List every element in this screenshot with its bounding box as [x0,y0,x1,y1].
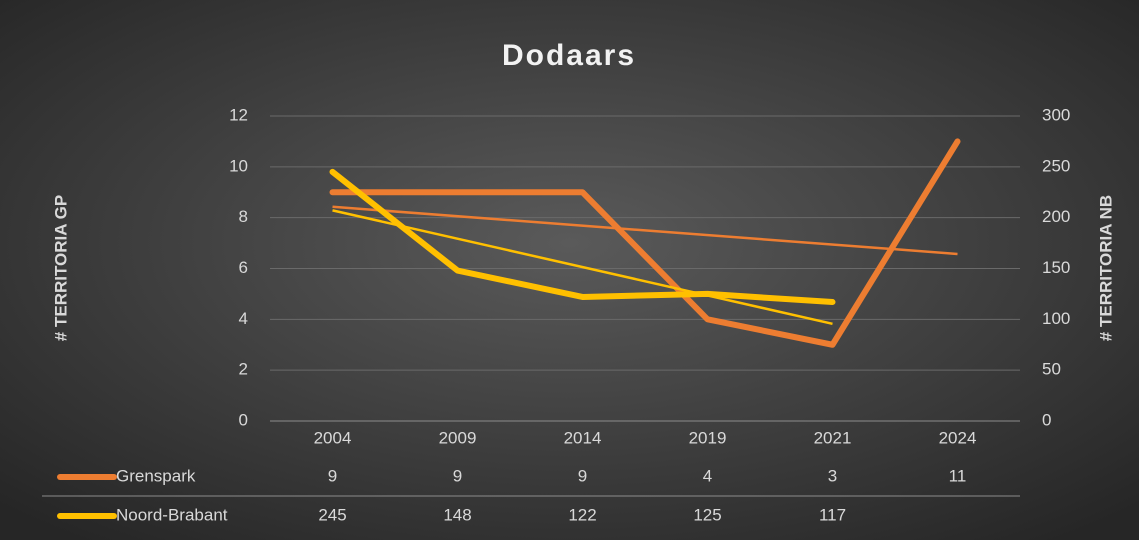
table-value: 9 [328,466,337,485]
table-value: 125 [693,505,721,524]
y2-tick-label: 100 [1042,309,1070,328]
series-line [329,168,836,306]
y2-tick-label: 200 [1042,207,1070,226]
trendline [332,205,958,256]
y2-tick-label: 0 [1042,410,1051,429]
trendline [332,209,833,326]
y2-tick-label: 300 [1042,105,1070,124]
table-value: 245 [318,505,346,524]
x-tick-label: 2014 [564,428,602,447]
y-tick-label: 10 [229,156,248,175]
y-tick-label: 2 [239,360,248,379]
chart-title: Dodaars [502,39,636,72]
y2-tick-label: 250 [1042,156,1070,175]
x-tick-label: 2019 [689,428,727,447]
y-tick-label: 6 [239,258,248,277]
x-tick-label: 2024 [939,428,977,447]
y2-tick-label: 150 [1042,258,1070,277]
x-tick-label: 2004 [314,428,352,447]
x-tick-label: 2021 [814,428,852,447]
table-value: 9 [453,466,462,485]
y2-tick-label: 50 [1042,360,1061,379]
series-line [329,138,961,348]
table-value: 148 [443,505,471,524]
table-value: 4 [703,466,712,485]
legend-label: Grenspark [116,466,196,485]
legend-label: Noord-Brabant [116,505,228,524]
x-tick-label: 2009 [439,428,477,447]
y-tick-label: 4 [239,309,248,328]
table-value: 3 [828,466,837,485]
y-tick-label: 12 [229,105,248,124]
table-value: 122 [568,505,596,524]
table-value: 117 [819,505,846,524]
y-axis-title: # TERRITORIA GP [51,195,70,341]
y-tick-label: 8 [239,207,248,226]
table-value: 9 [578,466,587,485]
y-tick-label: 0 [239,410,248,429]
table-value: 11 [949,466,967,485]
y2-axis-title: # TERRITORIA NB [1096,195,1115,341]
